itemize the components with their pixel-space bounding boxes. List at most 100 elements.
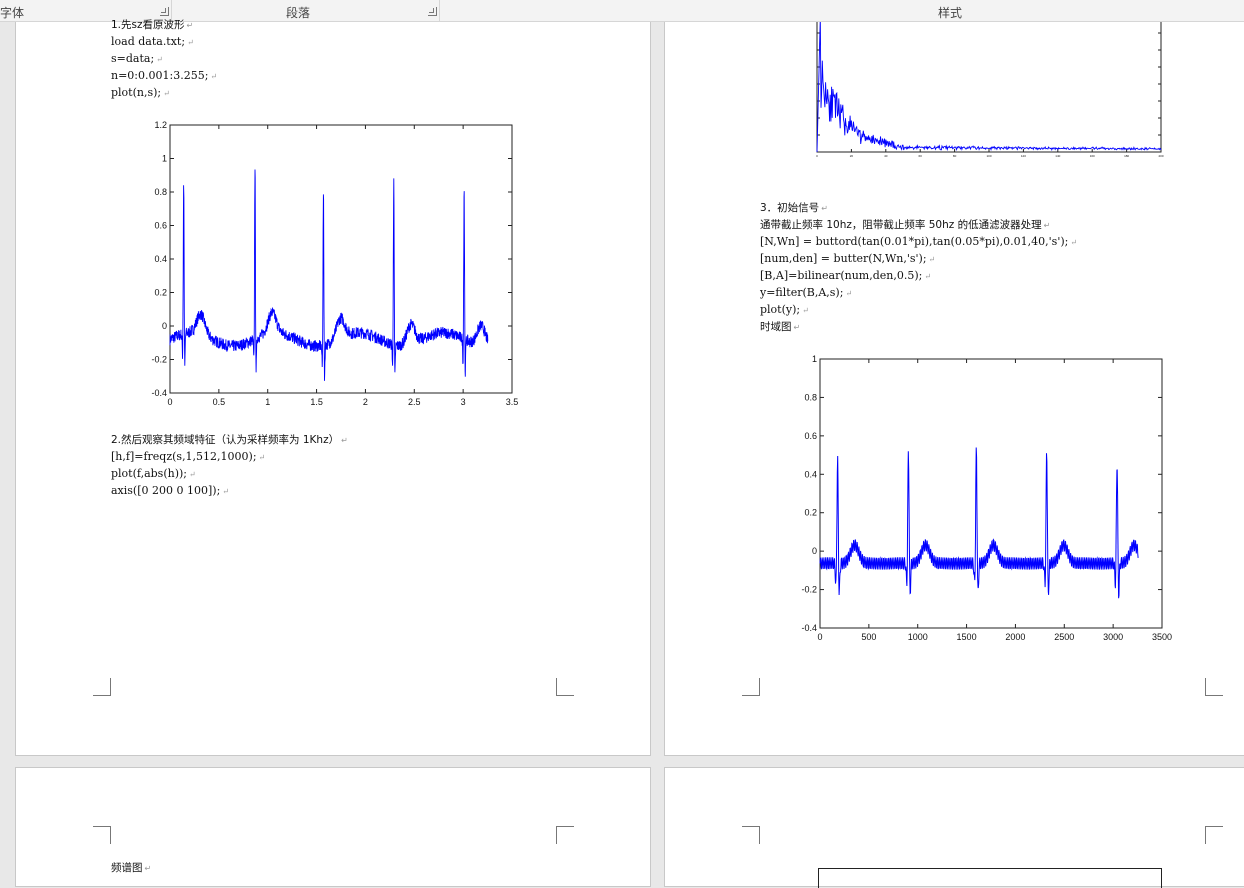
text-line[interactable]: 1.先sz看原波形↵ (111, 18, 193, 33)
text-line[interactable]: [N,Wn] = buttord(tan(0.01*pi),tan(0.05*p… (760, 235, 1077, 250)
paragraph-dialog-launcher-icon[interactable] (428, 7, 437, 16)
plot-area (817, 22, 1161, 152)
text-line[interactable]: 时域图↵ (760, 320, 800, 335)
text-line-content: 通带截止频率 10hz，阻带截止频率 50hz 的低通滤波器处理 (760, 219, 1042, 231)
text-line[interactable]: plot(f,abs(h));↵ (111, 467, 196, 482)
x-tick-label: 1500 (957, 632, 977, 642)
x-tick-label: 200 (1158, 154, 1163, 158)
text-line[interactable]: [h,f]=freqz(s,1,512,1000);↵ (111, 450, 265, 465)
x-tick-label: 2.5 (408, 397, 421, 407)
text-line-content: plot(y); (760, 303, 800, 316)
text-line[interactable]: 通带截止频率 10hz，阻带截止频率 50hz 的低通滤波器处理↵ (760, 218, 1050, 233)
text-line-content: [B,A]=bilinear(num,den,0.5); (760, 269, 922, 282)
styles-group-label: 样式 (938, 4, 962, 21)
paragraph-mark-icon: ↵ (929, 255, 936, 264)
text-line-content: 1.先sz看原波形 (111, 19, 185, 31)
text-line[interactable]: [B,A]=bilinear(num,den,0.5);↵ (760, 269, 931, 284)
y-tick-label: 0.8 (804, 392, 817, 402)
paragraph-mark-icon: ↵ (259, 453, 266, 462)
corner-mark (742, 826, 760, 844)
text-line[interactable]: s=data;↵ (111, 52, 163, 67)
x-tick-label: 60 (919, 154, 923, 158)
y-tick-label: 1.2 (154, 120, 167, 130)
text-line[interactable]: 3．初始信号↵ (760, 201, 828, 216)
x-tick-label: 20 (850, 154, 854, 158)
paragraph-mark-icon: ↵ (187, 21, 194, 30)
x-tick-label: 2500 (1054, 632, 1074, 642)
text-line-content: plot(n,s); (111, 86, 161, 99)
x-tick-label: 1000 (908, 632, 928, 642)
corner-mark (93, 826, 111, 844)
x-tick-label: 1 (265, 397, 270, 407)
x-tick-label: 40 (884, 154, 888, 158)
paragraph-mark-icon: ↵ (145, 864, 152, 873)
x-tick-label: 140 (1055, 154, 1060, 158)
x-tick-label: 500 (861, 632, 876, 642)
text-line-content: plot(f,abs(h)); (111, 467, 187, 480)
font-dialog-launcher-icon[interactable] (160, 7, 169, 16)
x-tick-label: 160 (1090, 154, 1095, 158)
x-tick-label: 80 (953, 154, 957, 158)
text-line-content: [h,f]=freqz(s,1,512,1000); (111, 450, 257, 463)
corner-mark (556, 678, 574, 696)
x-tick-label: 1.5 (310, 397, 323, 407)
paragraph-mark-icon: ↵ (222, 487, 229, 496)
y-tick-label: 0.2 (154, 288, 167, 298)
paragraph-mark-icon: ↵ (1070, 238, 1077, 247)
x-tick-label: 2000 (1005, 632, 1025, 642)
paragraph-mark-icon: ↵ (845, 289, 852, 298)
x-tick-label: 3.5 (506, 397, 519, 407)
text-line[interactable]: n=0:0.001:3.255;↵ (111, 69, 217, 84)
paragraph-group-label: 段落 (286, 4, 310, 21)
text-line-content: 频谱图 (111, 862, 143, 874)
plot-area (820, 359, 1162, 628)
text-line-content: 时域图 (760, 321, 792, 333)
y-tick-label: 0.4 (804, 469, 817, 479)
chart-spectrum-partial (818, 868, 1162, 888)
y-tick-label: 1 (162, 154, 167, 164)
corner-mark (93, 678, 111, 696)
text-line-content: y=filter(B,A,s); (760, 286, 843, 299)
paragraph-mark-icon: ↵ (189, 470, 196, 479)
corner-mark (742, 678, 760, 696)
paragraph-mark-icon: ↵ (187, 38, 194, 47)
corner-mark (1205, 826, 1223, 844)
text-line-content: n=0:0.001:3.255; (111, 69, 208, 82)
y-tick-label: 0.6 (154, 221, 167, 231)
y-tick-label: -0.4 (801, 623, 817, 633)
paragraph-mark-icon: ↵ (210, 72, 217, 81)
x-tick-label: 2 (363, 397, 368, 407)
text-line[interactable]: plot(n,s);↵ (111, 86, 170, 101)
text-line[interactable]: 频谱图↵ (111, 861, 151, 876)
text-line[interactable]: y=filter(B,A,s);↵ (760, 286, 852, 301)
corner-mark (1205, 678, 1223, 696)
text-line-content: [N,Wn] = buttord(tan(0.01*pi),tan(0.05*p… (760, 235, 1068, 248)
document-page-1[interactable]: 1.先sz看原波形↵load data.txt;↵s=data;↵n=0:0.0… (15, 22, 651, 756)
text-line[interactable]: plot(y);↵ (760, 303, 809, 318)
text-line-content: s=data; (111, 52, 154, 65)
y-tick-label: 1 (812, 354, 817, 364)
y-tick-label: 0.4 (154, 254, 167, 264)
text-line-content: axis([0 200 0 100]); (111, 484, 220, 497)
x-tick-label: 0 (817, 632, 822, 642)
text-line-content: load data.txt; (111, 35, 185, 48)
y-tick-label: 0 (812, 546, 817, 556)
paragraph-mark-icon: ↵ (156, 55, 163, 64)
text-line[interactable]: [num,den] = butter(N,Wn,'s');↵ (760, 252, 935, 267)
document-page-4[interactable] (664, 767, 1244, 887)
document-page-3[interactable]: 频谱图↵ (15, 767, 651, 887)
x-tick-label: 120 (1021, 154, 1026, 158)
text-line-content: 2.然后观察其频域特征（认为采样频率为 1Khz） (111, 434, 339, 446)
paragraph-mark-icon: ↵ (802, 306, 809, 315)
text-line[interactable]: axis([0 200 0 100]);↵ (111, 484, 229, 499)
y-tick-label: -0.4 (151, 388, 167, 398)
paragraph-mark-icon: ↵ (1044, 221, 1051, 230)
text-line[interactable]: 2.然后观察其频域特征（认为采样频率为 1Khz）↵ (111, 433, 348, 448)
corner-mark (556, 826, 574, 844)
text-line-content: 3．初始信号 (760, 202, 819, 214)
y-tick-label: -0.2 (151, 355, 167, 365)
x-tick-label: 3500 (1152, 632, 1172, 642)
paragraph-mark-icon: ↵ (341, 436, 348, 445)
text-line[interactable]: load data.txt;↵ (111, 35, 194, 50)
